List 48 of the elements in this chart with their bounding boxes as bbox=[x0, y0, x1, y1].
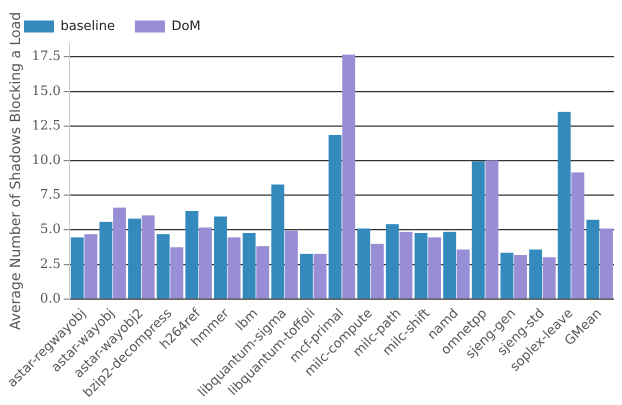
bar bbox=[342, 54, 356, 298]
y-tick-label: 5.0 bbox=[40, 222, 61, 238]
bar bbox=[170, 247, 184, 298]
bar bbox=[70, 237, 84, 298]
bar bbox=[156, 234, 170, 298]
bar bbox=[370, 244, 384, 298]
legend-label: DoM bbox=[171, 18, 201, 34]
legend-label: baseline bbox=[60, 18, 115, 34]
y-tick-label: 7.5 bbox=[40, 188, 61, 203]
bar bbox=[472, 161, 485, 298]
bar bbox=[284, 230, 298, 298]
bar bbox=[198, 227, 212, 298]
bar bbox=[529, 249, 542, 298]
bar bbox=[185, 210, 198, 298]
y-tick-label: 12.5 bbox=[32, 118, 61, 134]
bar bbox=[328, 135, 342, 298]
bar bbox=[571, 172, 584, 298]
bar bbox=[256, 246, 270, 298]
bar bbox=[214, 216, 227, 298]
bar bbox=[271, 184, 284, 298]
y-tick-label: 2.5 bbox=[40, 256, 61, 272]
y-tick-label: 17.5 bbox=[32, 49, 61, 64]
bar bbox=[300, 254, 313, 298]
bar bbox=[485, 160, 498, 298]
bar bbox=[314, 254, 326, 298]
bar bbox=[84, 234, 98, 298]
bar bbox=[113, 208, 126, 298]
bar bbox=[242, 232, 256, 298]
bar bbox=[542, 257, 556, 298]
bar bbox=[443, 232, 456, 298]
bar bbox=[414, 232, 428, 298]
bar bbox=[128, 218, 142, 298]
bar bbox=[456, 249, 470, 298]
y-tick-label: 0.0 bbox=[40, 291, 61, 306]
bar bbox=[386, 224, 399, 298]
bar bbox=[600, 228, 613, 298]
bar bbox=[500, 252, 514, 298]
bar bbox=[586, 220, 600, 298]
y-tick-label: 10.0 bbox=[32, 152, 61, 168]
bar bbox=[142, 215, 155, 298]
bar bbox=[228, 237, 241, 298]
y-tick-label: 15.0 bbox=[32, 84, 61, 99]
bar bbox=[558, 112, 571, 298]
bar bbox=[99, 222, 112, 298]
bar bbox=[428, 237, 442, 298]
bar bbox=[400, 232, 412, 298]
bar bbox=[514, 254, 528, 298]
bar bbox=[357, 228, 370, 298]
